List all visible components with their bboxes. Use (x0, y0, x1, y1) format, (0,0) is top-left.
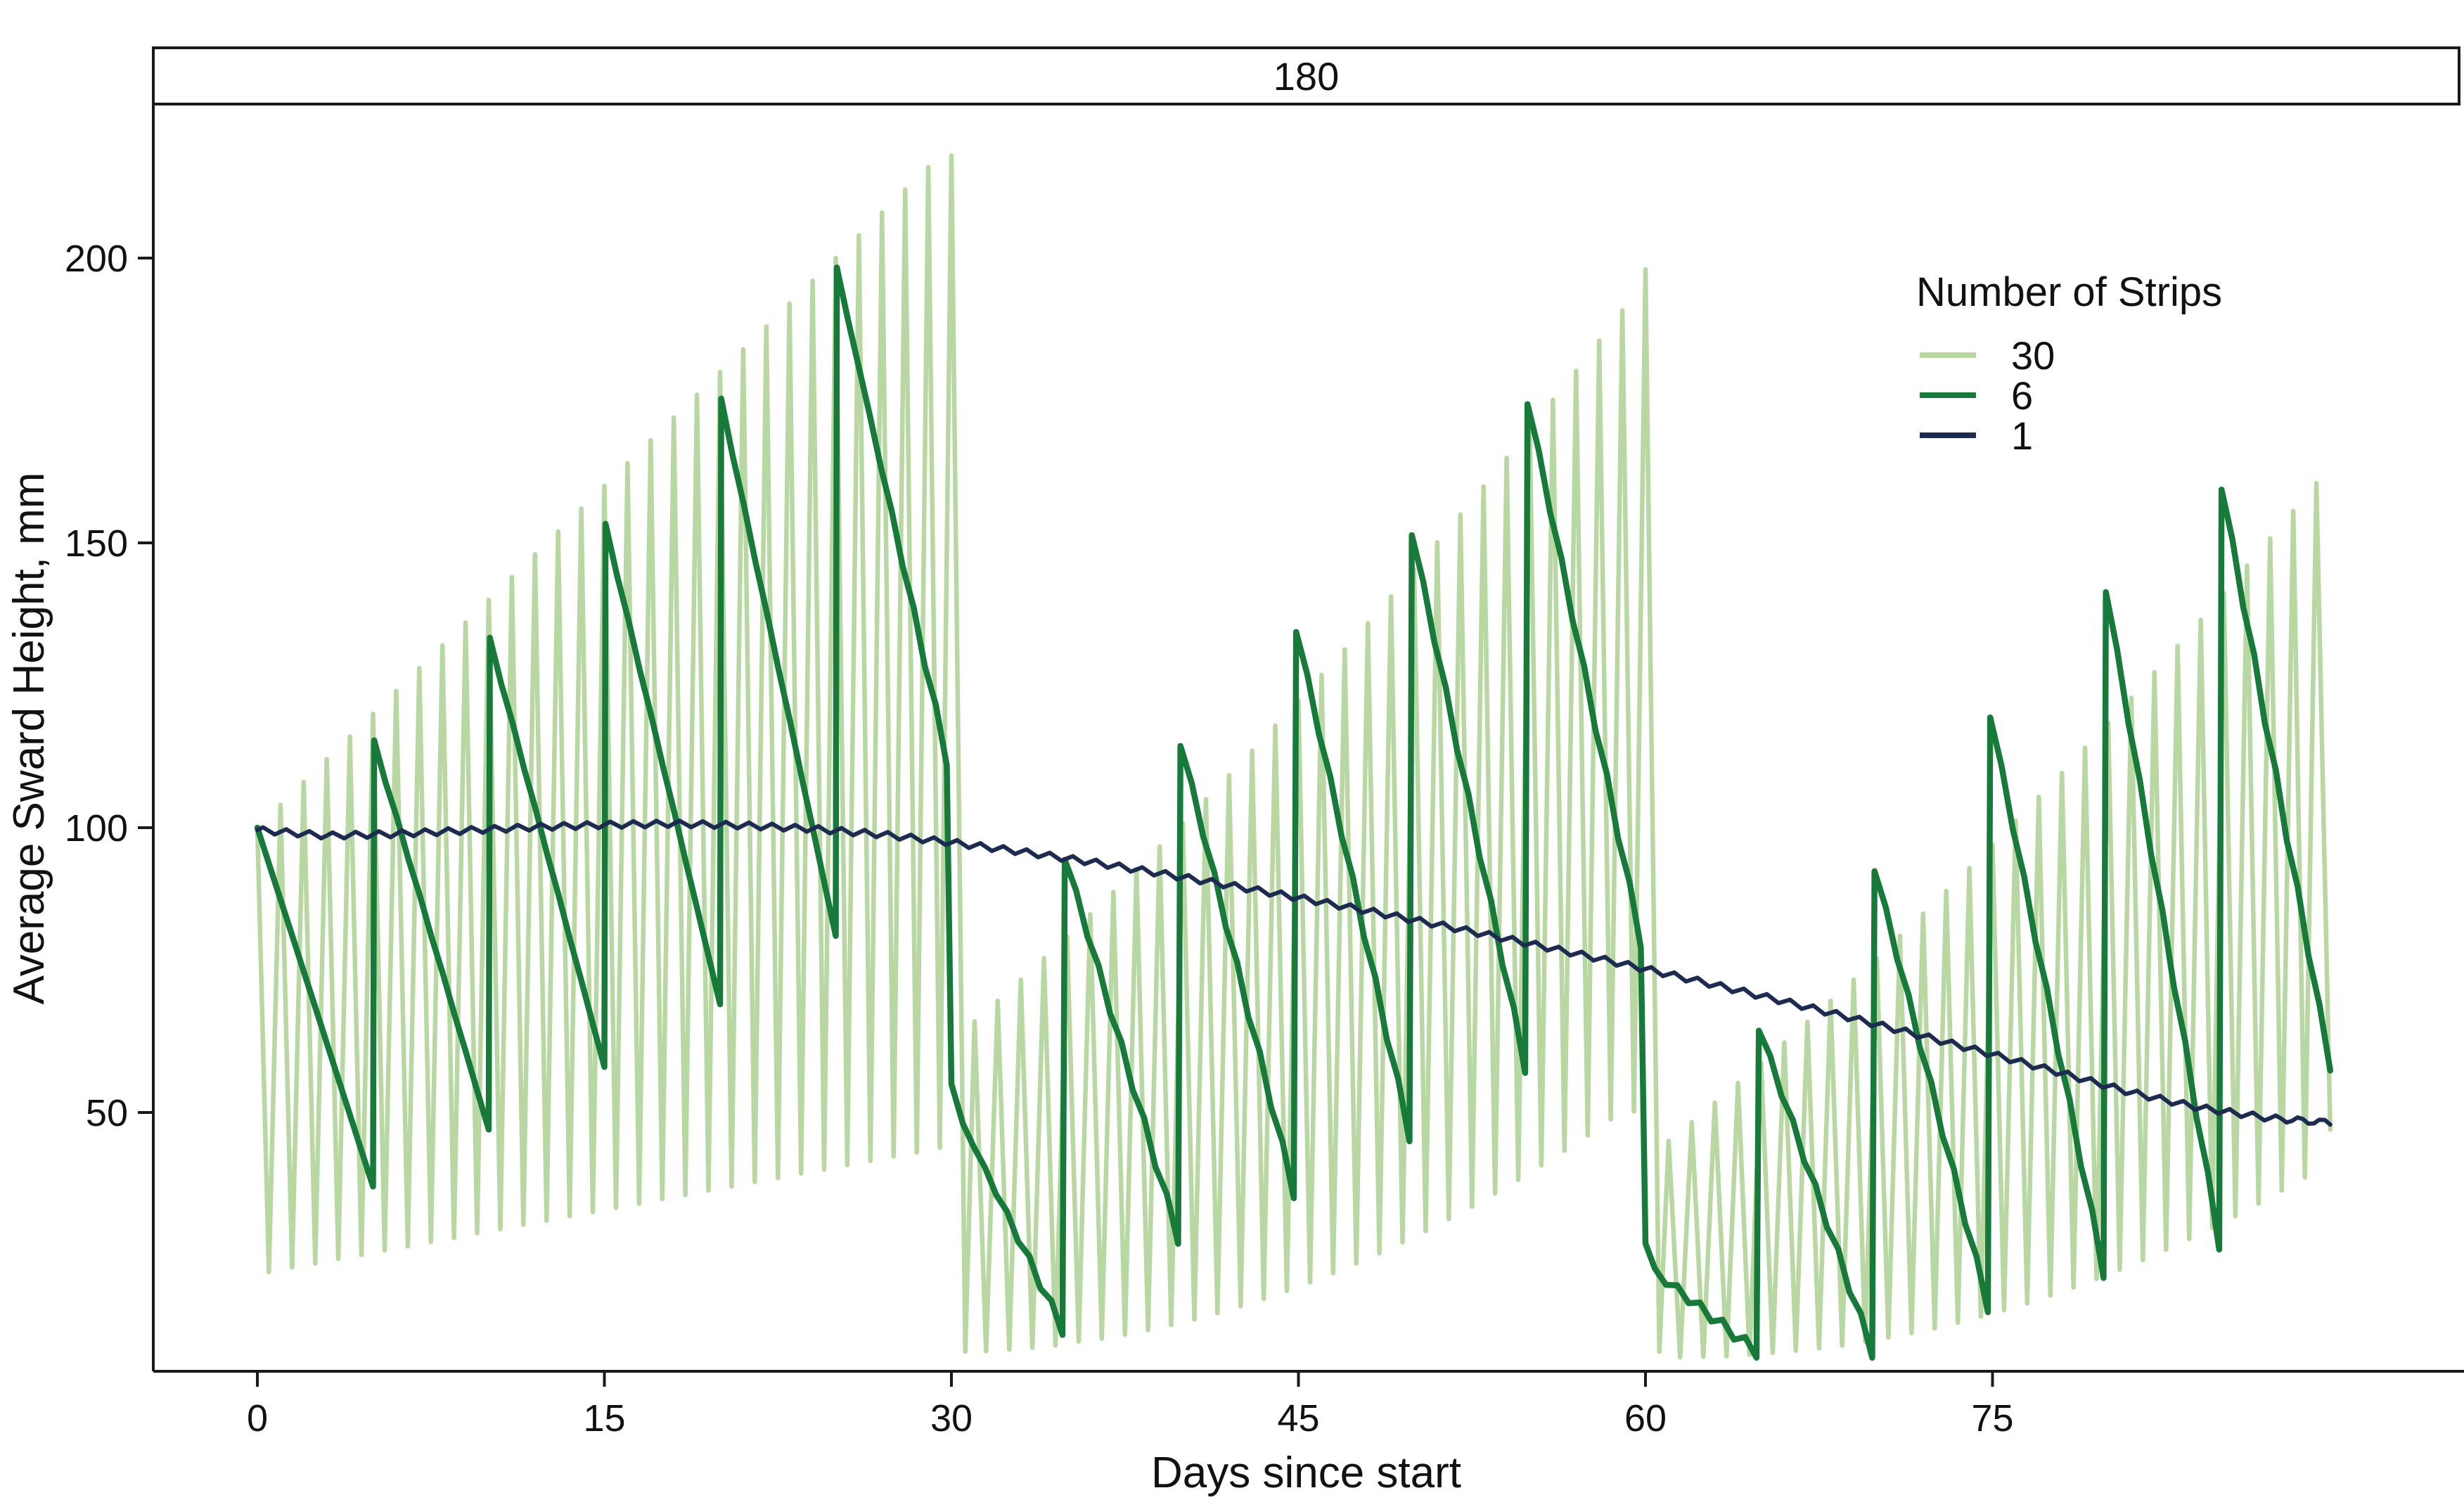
x-tick-label: 60 (1624, 1397, 1667, 1439)
y-axis-title: Average Sward Height, mm (5, 473, 53, 1005)
y-tick-label: 50 (86, 1092, 128, 1134)
legend-item-label: 1 (2011, 413, 2033, 458)
facet-strip-label: 180 (1273, 54, 1339, 98)
legend-item-6: 6 (1920, 373, 2033, 418)
legend-item-1: 1 (1920, 413, 2033, 458)
x-tick-label: 30 (930, 1397, 973, 1439)
facet-strip-box (152, 46, 2460, 105)
y-tick-label: 150 (65, 522, 128, 565)
series-6-strips-line (254, 264, 2334, 1361)
series-1-strip-line (255, 819, 2333, 1127)
legend-item-30: 30 (1920, 333, 2055, 378)
x-tick-label: 15 (583, 1397, 625, 1439)
x-axis-ticks: 0 15 30 45 60 75 (247, 1371, 2014, 1439)
data-series (254, 153, 2334, 1361)
y-tick-label: 100 (65, 807, 128, 849)
legend-item-label: 6 (2011, 373, 2033, 418)
x-tick-label: 45 (1277, 1397, 1319, 1439)
legend-item-label: 30 (2011, 333, 2055, 378)
y-tick-label: 200 (65, 238, 128, 280)
x-axis-title: Days since start (1151, 1449, 1461, 1497)
x-tick-label: 0 (247, 1397, 268, 1439)
y-axis-ticks: 200 150 100 50 (65, 238, 153, 1134)
x-tick-label: 75 (1971, 1397, 2013, 1439)
legend-title: Number of Strips (1916, 269, 2222, 315)
axes: 200 150 100 50 0 15 30 45 60 75 (65, 105, 2464, 1439)
